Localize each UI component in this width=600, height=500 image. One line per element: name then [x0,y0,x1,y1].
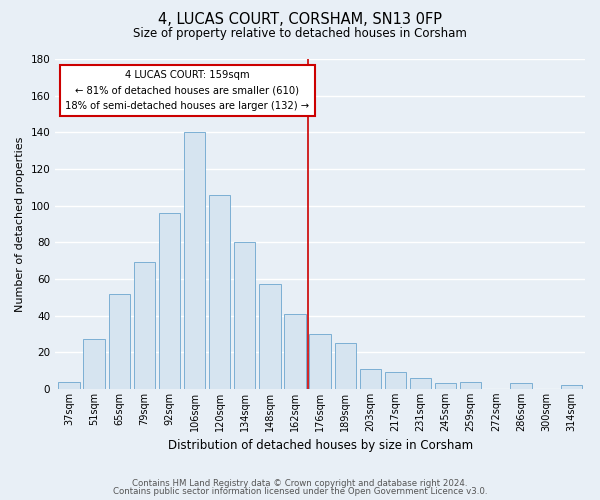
Bar [83,340,105,389]
Bar [184,132,205,389]
Bar [134,262,155,389]
Bar [159,213,180,389]
Bar [560,385,582,389]
Bar [234,242,256,389]
Bar [335,343,356,389]
Y-axis label: Number of detached properties: Number of detached properties [15,136,25,312]
Text: Contains HM Land Registry data © Crown copyright and database right 2024.: Contains HM Land Registry data © Crown c… [132,478,468,488]
Bar [109,294,130,389]
Text: Size of property relative to detached houses in Corsham: Size of property relative to detached ho… [133,28,467,40]
Text: 4, LUCAS COURT, CORSHAM, SN13 0FP: 4, LUCAS COURT, CORSHAM, SN13 0FP [158,12,442,28]
Bar [359,368,381,389]
Text: 4 LUCAS COURT: 159sqm
← 81% of detached houses are smaller (610)
18% of semi-det: 4 LUCAS COURT: 159sqm ← 81% of detached … [65,70,310,111]
Bar [385,372,406,389]
Bar [209,194,230,389]
X-axis label: Distribution of detached houses by size in Corsham: Distribution of detached houses by size … [167,440,473,452]
Bar [510,384,532,389]
Bar [284,314,305,389]
Bar [58,382,80,389]
Bar [410,378,431,389]
Bar [460,382,481,389]
Text: Contains public sector information licensed under the Open Government Licence v3: Contains public sector information licen… [113,487,487,496]
Bar [310,334,331,389]
Bar [259,284,281,389]
Bar [435,384,457,389]
